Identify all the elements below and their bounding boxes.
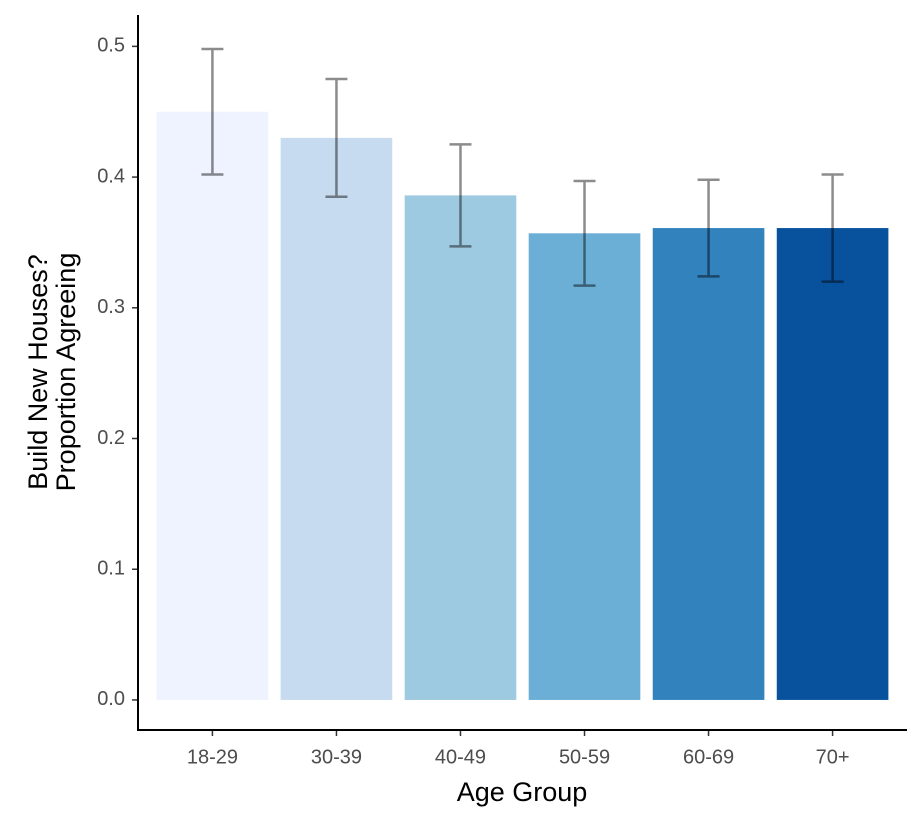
y-tick-label: 0.3 xyxy=(97,296,125,318)
error-bar xyxy=(449,143,472,248)
y-axis-label: Build New Houses? xyxy=(23,254,53,490)
y-tick-label: 0.0 xyxy=(97,688,125,710)
bar xyxy=(156,111,269,700)
bar xyxy=(652,228,765,700)
error-bar xyxy=(573,179,596,287)
x-tick-label: 18-29 xyxy=(187,746,238,768)
x-tick-label: 40-49 xyxy=(435,746,486,768)
x-tick-label: 60-69 xyxy=(683,746,734,768)
bar xyxy=(280,137,393,700)
bar xyxy=(528,233,641,700)
error-bar xyxy=(821,173,844,283)
x-tick-label: 70+ xyxy=(816,746,850,768)
error-bar xyxy=(201,47,224,176)
x-axis-label: Age Group xyxy=(457,777,588,807)
y-axis-label: Proportion Agreeing xyxy=(51,253,81,492)
y-tick-label: 0.1 xyxy=(97,558,125,580)
bar xyxy=(776,228,889,700)
bar xyxy=(404,195,517,700)
x-tick-label: 30-39 xyxy=(311,746,362,768)
y-tick-label: 0.2 xyxy=(97,427,125,449)
y-tick-label: 0.4 xyxy=(97,165,125,187)
error-bar xyxy=(325,77,348,198)
error-bar xyxy=(697,178,720,278)
y-tick-label: 0.5 xyxy=(97,35,125,57)
x-tick-label: 50-59 xyxy=(559,746,610,768)
